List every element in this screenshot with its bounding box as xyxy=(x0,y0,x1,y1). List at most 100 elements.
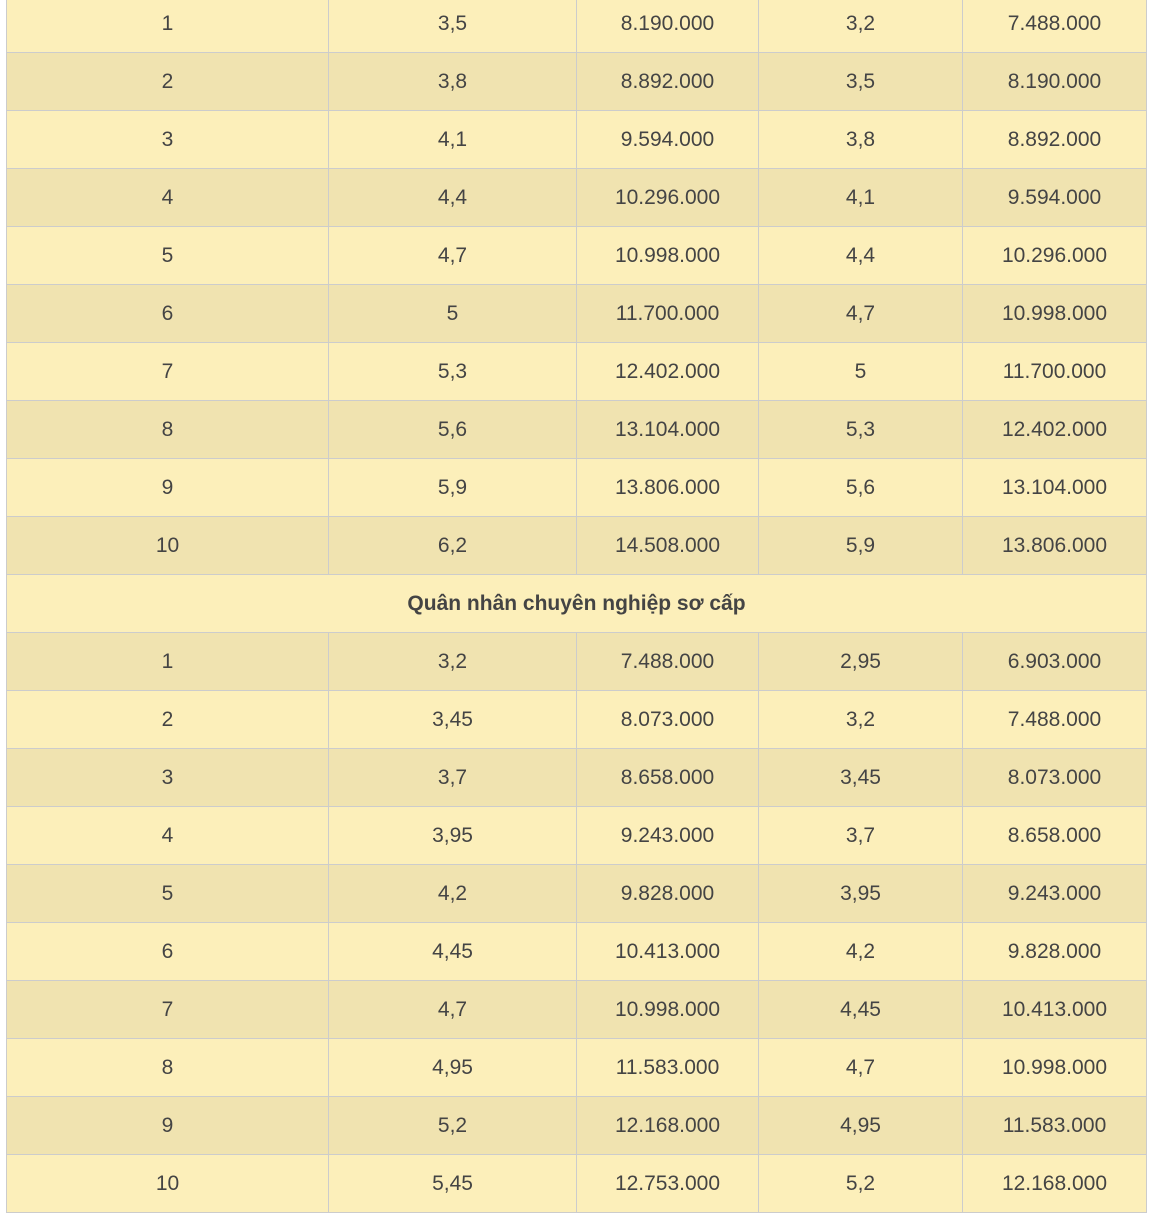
table-cell: 7 xyxy=(6,980,329,1039)
table-cell: 5 xyxy=(6,864,329,923)
table-cell: 5,45 xyxy=(328,1154,577,1213)
table-cell: 5 xyxy=(328,284,577,343)
table-cell: 13.104.000 xyxy=(962,458,1147,517)
table-cell: 12.753.000 xyxy=(576,1154,759,1213)
table-cell: 3,45 xyxy=(758,748,963,807)
table-cell: 4,4 xyxy=(328,168,577,227)
table-cell: 9.594.000 xyxy=(576,110,759,169)
table-cell: 4,2 xyxy=(758,922,963,981)
table-cell: 7.488.000 xyxy=(576,632,759,691)
table-cell: 5,2 xyxy=(758,1154,963,1213)
table-cell: 3,5 xyxy=(328,0,577,53)
table-row: 2 3,8 8.892.000 3,5 8.190.000 xyxy=(6,52,1147,111)
table-cell: 9.594.000 xyxy=(962,168,1147,227)
table-cell: 8 xyxy=(6,400,329,459)
table-cell: 14.508.000 xyxy=(576,516,759,575)
section-heading-row: Quân nhân chuyên nghiệp sơ cấp xyxy=(6,574,1147,633)
table-cell: 3,7 xyxy=(328,748,577,807)
table-row: 4 3,95 9.243.000 3,7 8.658.000 xyxy=(6,806,1147,865)
table-row: 6 4,45 10.413.000 4,2 9.828.000 xyxy=(6,922,1147,981)
table-row: 9 5,9 13.806.000 5,6 13.104.000 xyxy=(6,458,1147,517)
table-cell: 8.073.000 xyxy=(576,690,759,749)
table-cell: 13.104.000 xyxy=(576,400,759,459)
table-cell: 3,95 xyxy=(328,806,577,865)
table-cell: 8.190.000 xyxy=(576,0,759,53)
table-cell: 3,7 xyxy=(758,806,963,865)
table-cell: 5,3 xyxy=(758,400,963,459)
table-cell: 12.402.000 xyxy=(576,342,759,401)
table-cell: 9.828.000 xyxy=(962,922,1147,981)
table-cell: 4,95 xyxy=(758,1096,963,1155)
table-cell: 3,8 xyxy=(328,52,577,111)
table-cell: 10 xyxy=(6,516,329,575)
table-row: 5 4,2 9.828.000 3,95 9.243.000 xyxy=(6,864,1147,923)
table-cell: 9 xyxy=(6,458,329,517)
table-cell: 3,95 xyxy=(758,864,963,923)
table-row: 7 5,3 12.402.000 5 11.700.000 xyxy=(6,342,1147,401)
table-cell: 5,3 xyxy=(328,342,577,401)
table-cell: 5,2 xyxy=(328,1096,577,1155)
table-cell: 10.413.000 xyxy=(576,922,759,981)
table-cell: 9.828.000 xyxy=(576,864,759,923)
table-cell: 4,7 xyxy=(758,1038,963,1097)
table-cell: 10.998.000 xyxy=(576,980,759,1039)
table-cell: 3,2 xyxy=(328,632,577,691)
table-row: 1 3,2 7.488.000 2,95 6.903.000 xyxy=(6,632,1147,691)
table-row: 4 4,4 10.296.000 4,1 9.594.000 xyxy=(6,168,1147,227)
table-row: 7 4,7 10.998.000 4,45 10.413.000 xyxy=(6,980,1147,1039)
table-cell: 4,7 xyxy=(758,284,963,343)
table-cell: 5,9 xyxy=(758,516,963,575)
table-cell: 8.658.000 xyxy=(962,806,1147,865)
table-cell: 10.998.000 xyxy=(576,226,759,285)
table-cell: 7 xyxy=(6,342,329,401)
table-cell: 10 xyxy=(6,1154,329,1213)
table-cell: 2,95 xyxy=(758,632,963,691)
table-cell: 4,4 xyxy=(758,226,963,285)
table-cell: 3 xyxy=(6,110,329,169)
table-row: 6 5 11.700.000 4,7 10.998.000 xyxy=(6,284,1147,343)
table-cell: 12.168.000 xyxy=(962,1154,1147,1213)
table-cell: 3,8 xyxy=(758,110,963,169)
table-cell: 6 xyxy=(6,922,329,981)
table-cell: 4,45 xyxy=(758,980,963,1039)
table-row: 10 6,2 14.508.000 5,9 13.806.000 xyxy=(6,516,1147,575)
table-cell: 6 xyxy=(6,284,329,343)
table-cell: 13.806.000 xyxy=(962,516,1147,575)
table-cell: 13.806.000 xyxy=(576,458,759,517)
table-cell: 3,45 xyxy=(328,690,577,749)
table-cell: 11.583.000 xyxy=(576,1038,759,1097)
table-cell: 10.413.000 xyxy=(962,980,1147,1039)
table-cell: 4,2 xyxy=(328,864,577,923)
table-cell: 3,2 xyxy=(758,690,963,749)
table-cell: 5,9 xyxy=(328,458,577,517)
table-cell: 7.488.000 xyxy=(962,690,1147,749)
table-row: 8 4,95 11.583.000 4,7 10.998.000 xyxy=(6,1038,1147,1097)
table-cell: 3,2 xyxy=(758,0,963,53)
table-cell: 11.583.000 xyxy=(962,1096,1147,1155)
table-cell: 4,95 xyxy=(328,1038,577,1097)
table-cell: 6.903.000 xyxy=(962,632,1147,691)
table-row: 10 5,45 12.753.000 5,2 12.168.000 xyxy=(6,1154,1147,1213)
table-row: 3 3,7 8.658.000 3,45 8.073.000 xyxy=(6,748,1147,807)
table-cell: 2 xyxy=(6,690,329,749)
table-row: 3 4,1 9.594.000 3,8 8.892.000 xyxy=(6,110,1147,169)
table-cell: 8.190.000 xyxy=(962,52,1147,111)
table-cell: 6,2 xyxy=(328,516,577,575)
salary-table: 1 3,5 8.190.000 3,2 7.488.000 2 3,8 8.892.000 3,… xyxy=(6,0,1147,1213)
table-cell: 4 xyxy=(6,806,329,865)
table-cell: 8.892.000 xyxy=(962,110,1147,169)
table-cell: 9.243.000 xyxy=(576,806,759,865)
table-cell: 1 xyxy=(6,632,329,691)
table-cell: 9.243.000 xyxy=(962,864,1147,923)
table-row: 9 5,2 12.168.000 4,95 11.583.000 xyxy=(6,1096,1147,1155)
table-cell: 5,6 xyxy=(758,458,963,517)
table-cell: 3 xyxy=(6,748,329,807)
table-cell: 5 xyxy=(6,226,329,285)
section-heading: Quân nhân chuyên nghiệp sơ cấp xyxy=(6,574,1147,633)
table-cell: 8.073.000 xyxy=(962,748,1147,807)
table-cell: 8.658.000 xyxy=(576,748,759,807)
table-cell: 8.892.000 xyxy=(576,52,759,111)
table-cell: 10.998.000 xyxy=(962,284,1147,343)
table-cell: 8 xyxy=(6,1038,329,1097)
table-cell: 3,5 xyxy=(758,52,963,111)
